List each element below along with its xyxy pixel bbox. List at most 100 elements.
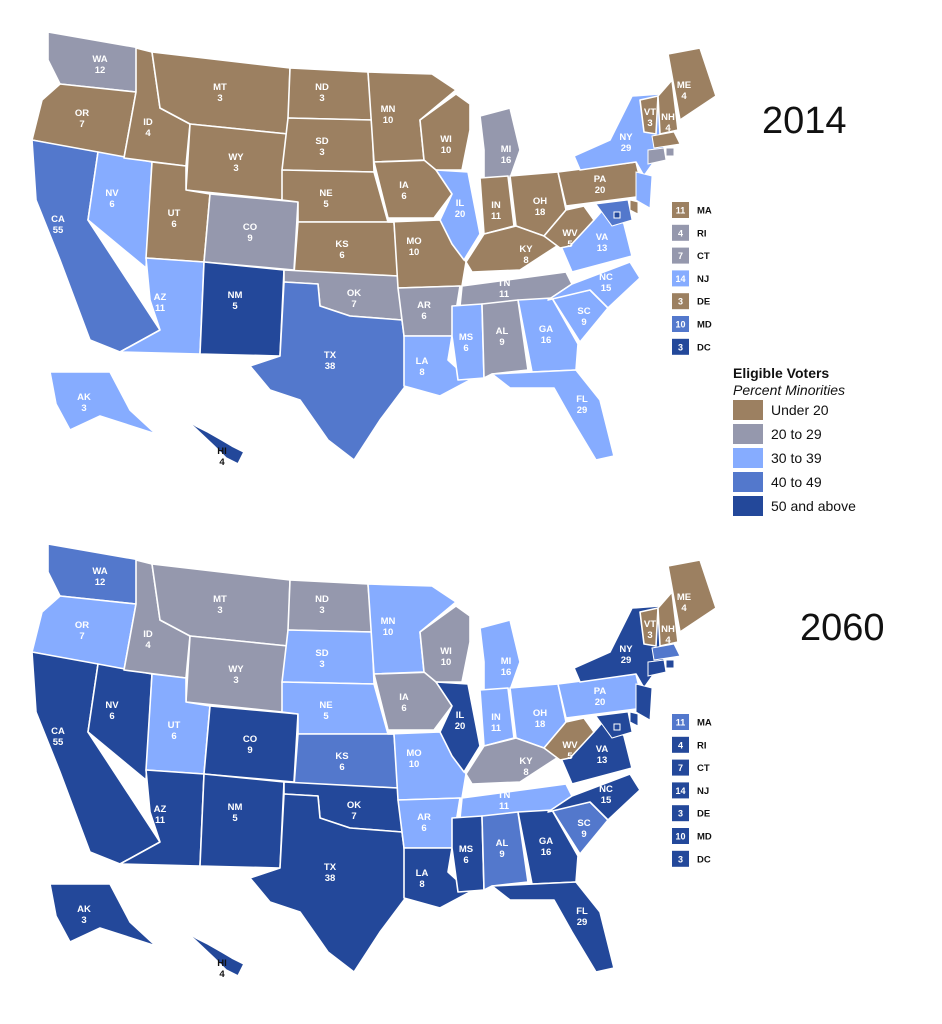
state-label-va: VA <box>596 232 609 243</box>
state-votes-wv: 5 <box>567 239 573 250</box>
state-label-ky: KY <box>519 756 533 767</box>
state-label-hi: HI <box>217 446 227 457</box>
state-votes-tn: 11 <box>499 289 510 300</box>
state-ri <box>665 659 675 669</box>
state-nd <box>287 579 373 633</box>
small-state-votes-ma: 11 <box>676 718 686 728</box>
state-votes-ak: 3 <box>81 915 86 926</box>
state-votes-ga: 16 <box>541 335 552 346</box>
state-hi <box>177 923 245 977</box>
small-state-abbr-nj: NJ <box>697 786 709 797</box>
state-votes-mi: 16 <box>501 667 512 678</box>
state-votes-pa: 20 <box>595 185 606 196</box>
small-state-votes-md: 10 <box>675 320 685 330</box>
small-state-votes-de: 3 <box>678 809 683 819</box>
state-label-ks: KS <box>335 239 348 250</box>
small-state-box-ct <box>672 759 689 776</box>
small-state-votes-ri: 4 <box>678 740 683 750</box>
map-2060-svg: WA12OR7CA55NV6ID4MT3WY3UT6AZ11CO9NM5ND3S… <box>31 543 717 980</box>
legend-label: 40 to 49 <box>771 474 822 490</box>
small-state-abbr-ri: RI <box>697 740 707 751</box>
state-label-la: LA <box>416 868 429 879</box>
state-label-nv: NV <box>105 188 119 199</box>
small-state-votes-nj: 14 <box>675 274 685 284</box>
state-votes-wy: 3 <box>233 675 238 686</box>
state-label-wy: WY <box>228 664 244 675</box>
state-votes-nm: 5 <box>232 301 238 312</box>
state-wi <box>419 605 471 683</box>
state-votes-la: 8 <box>419 367 424 378</box>
legend: Eligible Voters Percent Minorities Under… <box>733 365 933 518</box>
state-label-id: ID <box>143 117 153 128</box>
state-label-ak: AK <box>77 392 91 403</box>
small-state-box-md <box>672 828 689 844</box>
state-al <box>481 811 529 891</box>
legend-label: 20 to 29 <box>771 426 822 442</box>
state-label-mn: MN <box>381 104 396 115</box>
state-votes-ar: 6 <box>421 311 426 322</box>
state-votes-mn: 10 <box>383 115 394 126</box>
state-ma <box>651 131 681 149</box>
state-votes-me: 4 <box>681 91 687 102</box>
state-label-wa: WA <box>92 54 107 65</box>
state-votes-al: 9 <box>499 337 504 348</box>
state-label-ut: UT <box>168 720 181 731</box>
small-state-votes-nj: 14 <box>675 786 685 796</box>
state-label-mo: MO <box>406 236 421 247</box>
state-label-or: OR <box>75 620 89 631</box>
state-label-in: IN <box>491 200 501 211</box>
small-state-box-de <box>672 805 689 822</box>
state-label-sd: SD <box>315 648 328 659</box>
small-state-abbr-ri: RI <box>697 228 707 239</box>
state-label-co: CO <box>243 222 257 233</box>
state-ms <box>451 303 485 381</box>
state-votes-hi: 4 <box>219 969 225 980</box>
state-votes-tn: 11 <box>499 801 510 812</box>
state-label-id: ID <box>143 629 153 640</box>
state-votes-mt: 3 <box>217 93 222 104</box>
state-votes-sc: 9 <box>581 829 586 840</box>
state-label-mn: MN <box>381 616 396 627</box>
small-state-abbr-de: DE <box>697 297 710 308</box>
state-label-tn: TN <box>498 278 511 289</box>
state-label-pa: PA <box>594 686 607 697</box>
small-state-box-md <box>672 316 689 332</box>
state-votes-va: 13 <box>597 243 608 254</box>
state-votes-az: 11 <box>155 303 166 314</box>
small-state-votes-md: 10 <box>675 832 685 842</box>
small-state-box-ct <box>672 247 689 264</box>
state-label-tn: TN <box>498 790 511 801</box>
small-state-box-ri <box>672 736 689 753</box>
state-votes-or: 7 <box>79 119 84 130</box>
state-ak <box>49 371 157 435</box>
state-votes-ok: 7 <box>351 299 356 310</box>
state-label-mt: MT <box>213 594 227 605</box>
state-label-ia: IA <box>399 692 409 703</box>
small-state-abbr-de: DE <box>697 809 710 820</box>
state-votes-wi: 10 <box>441 145 452 156</box>
state-label-ca: CA <box>51 214 65 225</box>
state-votes-ok: 7 <box>351 811 356 822</box>
state-label-fl: FL <box>576 906 588 917</box>
state-votes-or: 7 <box>79 631 84 642</box>
small-state-abbr-nj: NJ <box>697 274 709 285</box>
state-label-fl: FL <box>576 394 588 405</box>
state-label-mt: MT <box>213 82 227 93</box>
state-votes-ks: 6 <box>339 250 344 261</box>
legend-label: 30 to 39 <box>771 450 822 466</box>
legend-swatch <box>733 424 763 444</box>
state-label-wi: WI <box>440 134 452 145</box>
state-ga <box>517 297 579 373</box>
state-nj <box>635 171 653 209</box>
state-label-ks: KS <box>335 751 348 762</box>
state-votes-al: 9 <box>499 849 504 860</box>
state-vt <box>639 95 659 135</box>
state-label-nd: ND <box>315 594 329 605</box>
state-label-tx: TX <box>324 350 337 361</box>
state-label-ga: GA <box>539 324 553 335</box>
small-state-abbr-ma: MA <box>697 206 712 217</box>
state-label-or: OR <box>75 108 89 119</box>
legend-label: Under 20 <box>771 402 829 418</box>
state-ms <box>451 815 485 893</box>
state-votes-pa: 20 <box>595 697 606 708</box>
